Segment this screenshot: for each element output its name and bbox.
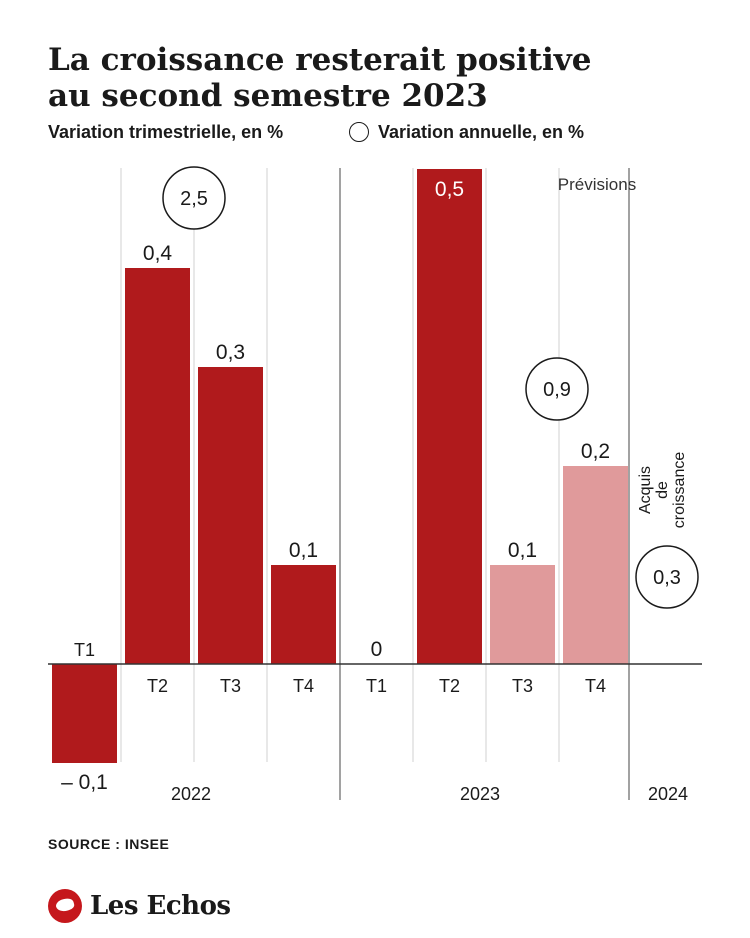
carryover-label-group: Acquis de croissance (637, 452, 688, 529)
category-label: T2 (147, 676, 168, 696)
bar (198, 367, 263, 664)
category-label: T4 (585, 676, 606, 696)
year-label: 2023 (460, 784, 500, 804)
bar (417, 169, 482, 664)
category-label: T4 (293, 676, 314, 696)
subtitle-annual: Variation annuelle, en % (378, 122, 585, 142)
annual-circle (635, 545, 699, 609)
bar (125, 268, 190, 664)
annual-value-label: 0,3 (653, 567, 681, 589)
category-label: T3 (512, 676, 533, 696)
value-label: 0,3 (216, 341, 245, 364)
year-label: 2024 (648, 784, 688, 804)
value-label: 0,1 (289, 539, 318, 562)
bar (271, 565, 336, 664)
value-label: 0,2 (581, 440, 610, 463)
category-label: T3 (220, 676, 241, 696)
value-label: 0,4 (143, 242, 173, 265)
annual-circle (162, 166, 226, 230)
bar (52, 664, 117, 763)
carryover-label-line: Acquis (637, 466, 654, 514)
value-label: 0 (371, 638, 383, 661)
source-note: SOURCE : INSEE (48, 836, 170, 852)
category-label: T1 (74, 640, 95, 660)
carryover-label-line: de (654, 481, 671, 499)
annual-value-label: 2,5 (180, 188, 208, 210)
annual-circle (525, 357, 589, 421)
brand-name: Les Echos (90, 891, 231, 921)
subtitle-quarterly: Variation trimestrielle, en % (48, 122, 284, 142)
carryover-label-line: croissance (671, 452, 688, 529)
chart-title: La croissance resterait positive au seco… (48, 42, 708, 114)
category-label: T1 (366, 676, 387, 696)
forecast-label: Prévisions (558, 175, 636, 194)
value-label: 0,5 (435, 178, 464, 201)
annual-value-label: 0,9 (543, 379, 571, 401)
brand-logo: Les Echos (48, 889, 231, 923)
title-line-2: au second semestre 2023 (48, 78, 488, 114)
title-line-1: La croissance resterait positive (48, 42, 592, 78)
les-echos-logo-icon (48, 889, 82, 923)
value-label: 0,1 (508, 539, 537, 562)
bar (490, 565, 555, 664)
bar (563, 466, 628, 664)
category-label: T2 (439, 676, 460, 696)
legend-circle-icon (349, 122, 369, 142)
year-label: 2022 (171, 784, 211, 804)
value-label: – 0,1 (61, 771, 108, 794)
